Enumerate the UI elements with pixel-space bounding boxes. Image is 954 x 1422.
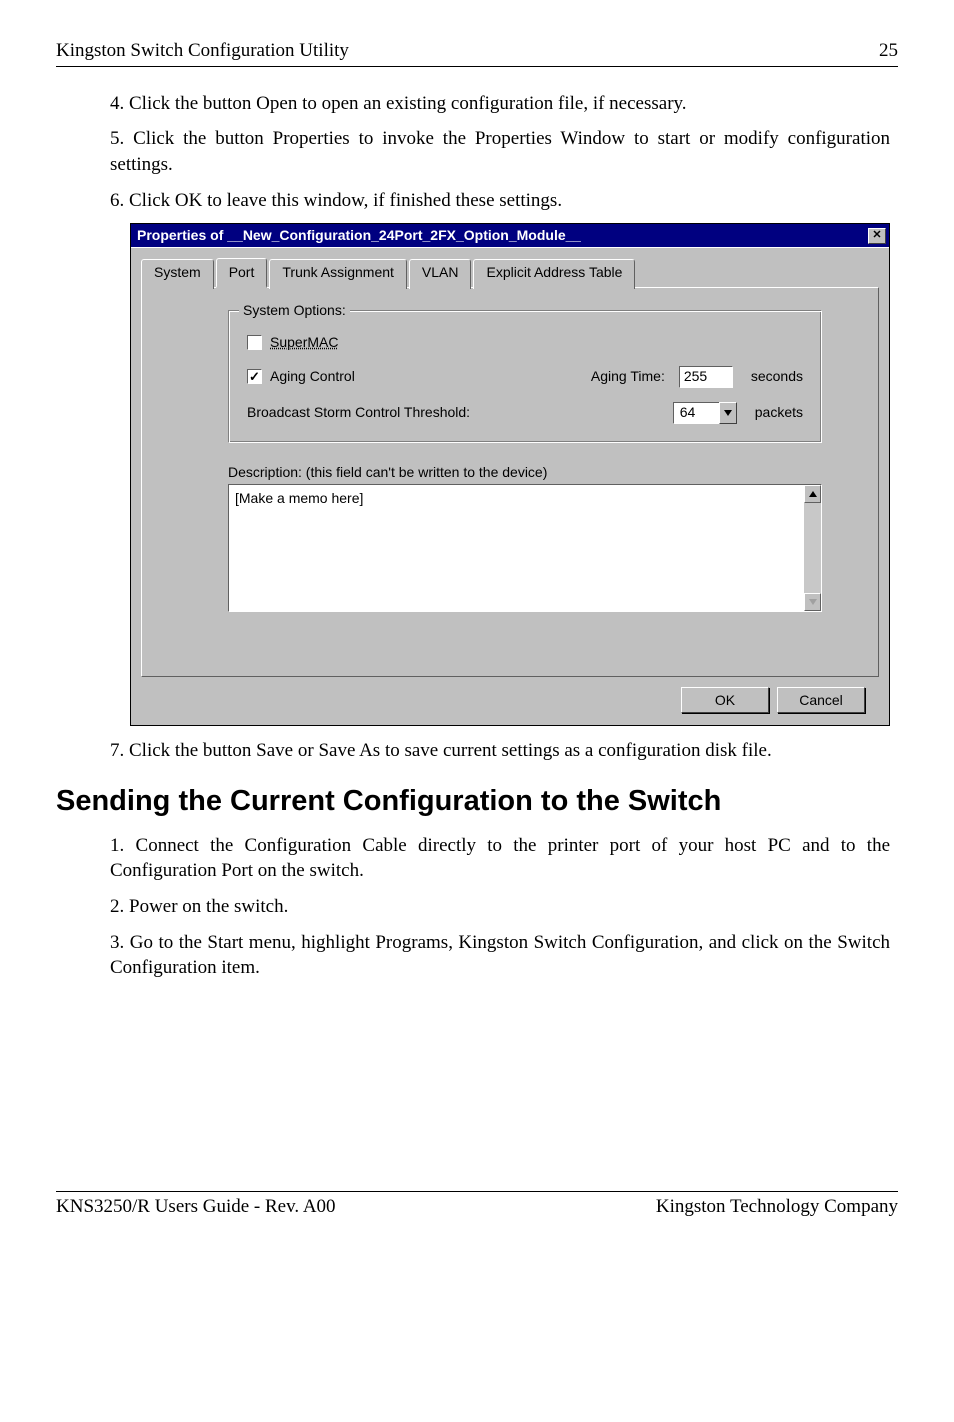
aging-time-unit: seconds bbox=[751, 367, 803, 386]
step-text: Connect the Configuration Cable directly… bbox=[110, 835, 890, 882]
cancel-button[interactable]: Cancel bbox=[777, 687, 865, 713]
aging-control-checkbox[interactable]: ✓ bbox=[247, 369, 262, 384]
steps-before-dialog: 4. Click the button Open to open an exis… bbox=[110, 91, 890, 214]
memo-scrollbar[interactable] bbox=[804, 484, 822, 612]
step-text: Go to the Start menu, highlight Programs… bbox=[110, 932, 890, 979]
footer-right: Kingston Technology Company bbox=[656, 1194, 898, 1220]
close-icon[interactable]: ✕ bbox=[868, 228, 886, 244]
tab-system[interactable]: System bbox=[141, 259, 214, 289]
tab-trunk-assignment[interactable]: Trunk Assignment bbox=[269, 259, 407, 289]
tab-explicit-address-table[interactable]: Explicit Address Table bbox=[473, 259, 635, 289]
step-text: Click the button Properties to invoke th… bbox=[110, 128, 890, 175]
system-options-group: System Options: SuperMAC ✓ Aging Control… bbox=[228, 310, 822, 443]
steps-after-dialog: 7. Click the button Save or Save As to s… bbox=[110, 738, 890, 764]
aging-time-input[interactable]: 255 bbox=[679, 366, 733, 388]
step-num: 5. bbox=[110, 128, 124, 149]
aging-time-label: Aging Time: bbox=[591, 367, 665, 386]
step-text: Click the button Save or Save As to save… bbox=[129, 740, 772, 761]
chevron-down-icon[interactable] bbox=[719, 402, 737, 424]
tab-port[interactable]: Port bbox=[216, 258, 268, 288]
step-text: Click OK to leave this window, if finish… bbox=[129, 190, 562, 211]
scroll-down-icon[interactable] bbox=[804, 593, 821, 611]
ok-button[interactable]: OK bbox=[681, 687, 769, 713]
description-memo: [Make a memo here] bbox=[228, 484, 822, 612]
aging-control-label: Aging Control bbox=[270, 367, 355, 386]
step-num: 1. bbox=[110, 835, 124, 856]
description-label: Description: (this field can't be writte… bbox=[228, 463, 852, 482]
supermac-label: SuperMAC bbox=[270, 333, 338, 352]
dialog-titlebar[interactable]: Properties of __New_Configuration_24Port… bbox=[131, 224, 889, 247]
section-heading: Sending the Current Configuration to the… bbox=[56, 782, 898, 821]
dialog-title: Properties of __New_Configuration_24Port… bbox=[137, 226, 581, 245]
header-page-no: 25 bbox=[879, 38, 898, 64]
description-textarea[interactable]: [Make a memo here] bbox=[228, 484, 804, 612]
page-footer: KNS3250/R Users Guide - Rev. A00 Kingsto… bbox=[56, 1191, 898, 1220]
footer-left: KNS3250/R Users Guide - Rev. A00 bbox=[56, 1194, 336, 1220]
broadcast-threshold-label: Broadcast Storm Control Threshold: bbox=[247, 403, 470, 422]
page-header: Kingston Switch Configuration Utility 25 bbox=[56, 38, 898, 67]
groupbox-label: System Options: bbox=[239, 301, 350, 320]
tab-strip: System Port Trunk Assignment VLAN Explic… bbox=[141, 258, 879, 288]
broadcast-threshold-unit: packets bbox=[755, 403, 803, 422]
step-num: 4. bbox=[110, 93, 124, 114]
tab-panel-port: System Options: SuperMAC ✓ Aging Control… bbox=[141, 287, 879, 677]
supermac-checkbox[interactable] bbox=[247, 335, 262, 350]
broadcast-threshold-select[interactable]: 64 bbox=[673, 402, 737, 424]
step-num: 7. bbox=[110, 740, 124, 761]
step-num: 6. bbox=[110, 190, 124, 211]
step-text: Power on the switch. bbox=[129, 896, 288, 917]
step-text: Click the button Open to open an existin… bbox=[129, 93, 687, 114]
broadcast-threshold-value: 64 bbox=[673, 402, 719, 424]
header-title: Kingston Switch Configuration Utility bbox=[56, 38, 349, 64]
tab-vlan[interactable]: VLAN bbox=[409, 259, 472, 289]
properties-dialog: Properties of __New_Configuration_24Port… bbox=[130, 223, 890, 726]
step-num: 2. bbox=[110, 896, 124, 917]
step-num: 3. bbox=[110, 932, 124, 953]
scroll-up-icon[interactable] bbox=[804, 485, 821, 503]
steps-bottom: 1. Connect the Configuration Cable direc… bbox=[110, 833, 890, 981]
